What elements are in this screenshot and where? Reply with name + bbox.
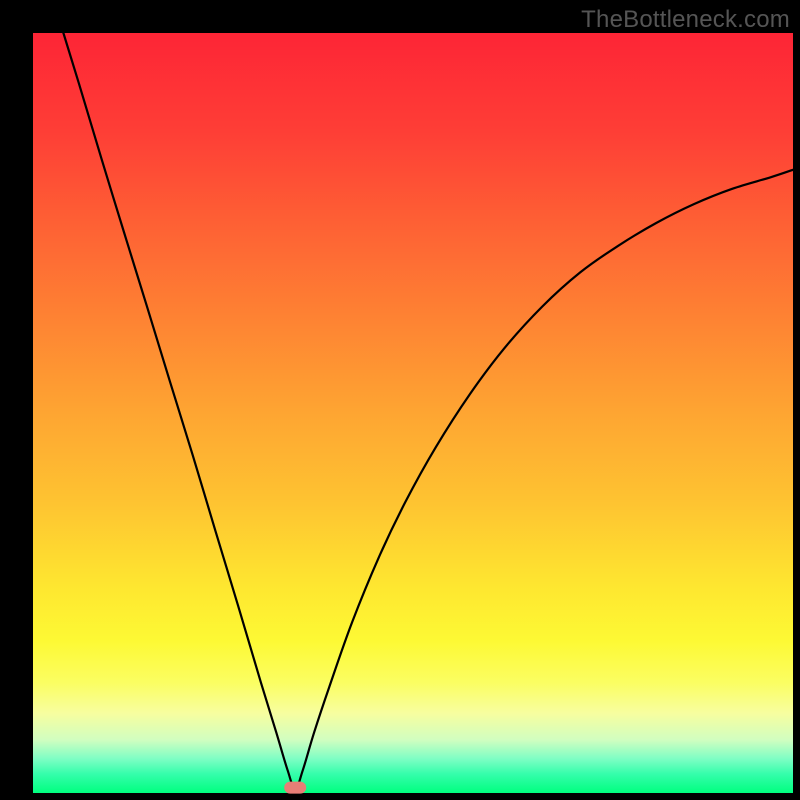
- plot-background: [33, 33, 793, 793]
- watermark-text: TheBottleneck.com: [581, 6, 790, 34]
- chart-container: TheBottleneck.com: [0, 0, 800, 800]
- optimal-point-marker: [284, 782, 306, 794]
- bottleneck-chart: [0, 0, 800, 800]
